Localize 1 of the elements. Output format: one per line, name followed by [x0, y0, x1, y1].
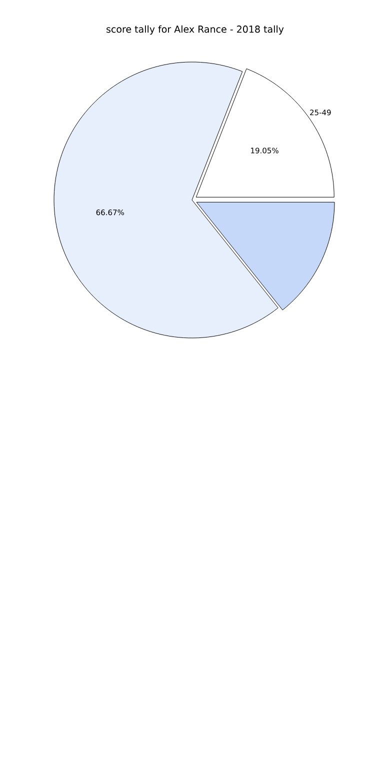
chart-title: score tally for Alex Rance - 2018 tally — [106, 25, 284, 35]
